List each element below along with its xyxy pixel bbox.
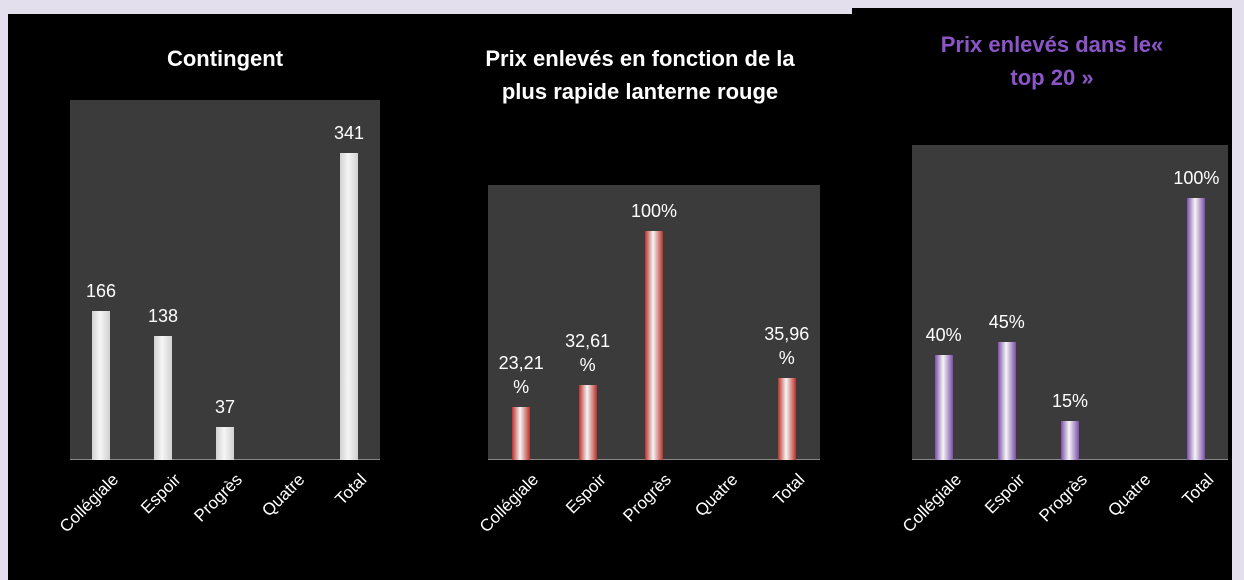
- value-label: 32,61 %: [565, 331, 611, 376]
- value-label: 15%: [1051, 390, 1089, 411]
- value-label: 100%: [1173, 167, 1220, 188]
- bar: [578, 385, 597, 460]
- bar: [216, 426, 234, 460]
- value-label: 341: [333, 123, 365, 144]
- value-label: 100%: [630, 200, 678, 221]
- bar: [934, 355, 953, 460]
- value-label: 138: [147, 305, 179, 326]
- value-label: 35,96 %: [764, 323, 810, 368]
- value-label: 37: [214, 396, 236, 417]
- bar: [92, 310, 110, 460]
- value-label: 40%: [925, 325, 962, 345]
- bar: [1187, 197, 1206, 460]
- value-label: 166: [85, 280, 117, 301]
- bar: [645, 230, 663, 460]
- bar: [1061, 420, 1079, 460]
- bar: [512, 406, 531, 460]
- chart-title: Contingent: [166, 46, 284, 71]
- chart-title: Prix enlevés dans le« top 20 »: [940, 32, 1164, 90]
- chart-title: Prix enlevés en fonction de la plus rapi…: [485, 46, 795, 104]
- bar: [154, 335, 172, 460]
- plot-area: [912, 145, 1228, 460]
- bar: [997, 341, 1016, 460]
- plot-area: [70, 100, 380, 460]
- value-label: 23,21 %: [498, 352, 544, 397]
- bar: [340, 153, 358, 460]
- value-label: 45%: [988, 311, 1025, 332]
- bar: [777, 377, 796, 460]
